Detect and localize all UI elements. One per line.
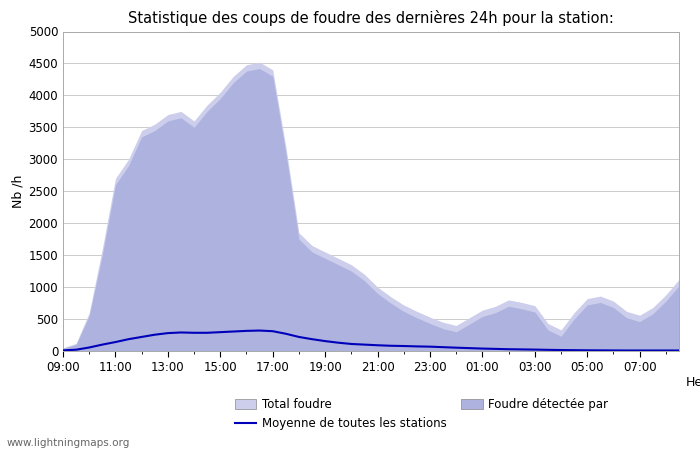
Y-axis label: Nb /h: Nb /h	[11, 175, 25, 208]
Legend: Total foudre, Moyenne de toutes les stations, Foudre détectée par: Total foudre, Moyenne de toutes les stat…	[235, 398, 608, 430]
Text: www.lightningmaps.org: www.lightningmaps.org	[7, 438, 130, 448]
Title: Statistique des coups de foudre des dernières 24h pour la station:: Statistique des coups de foudre des dern…	[128, 10, 614, 26]
Text: Heure: Heure	[686, 376, 700, 389]
